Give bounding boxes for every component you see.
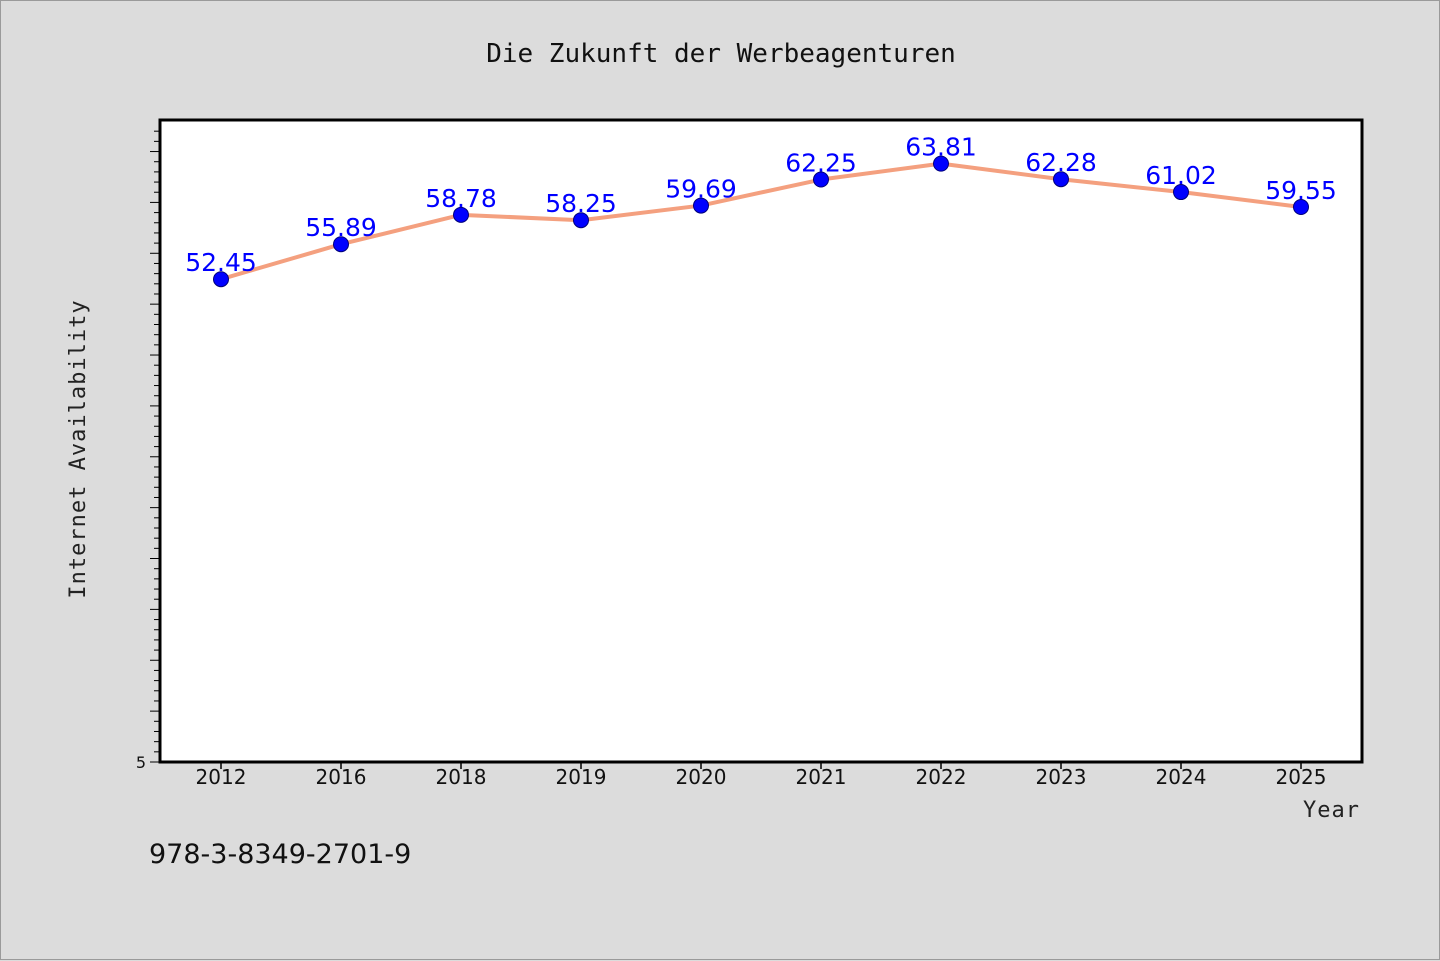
x-tick-label: 2020 xyxy=(676,765,727,789)
x-tick-label: 2021 xyxy=(796,765,847,789)
data-point xyxy=(813,171,829,188)
x-tick-label: 2024 xyxy=(1156,765,1207,789)
plot-area xyxy=(158,118,1364,764)
data-point xyxy=(1053,171,1069,188)
x-axis-label: Year xyxy=(1303,798,1360,823)
data-point xyxy=(1293,198,1309,215)
data-point xyxy=(453,206,469,223)
data-point xyxy=(693,197,709,214)
data-point xyxy=(573,212,589,229)
x-tick-label: 2025 xyxy=(1276,765,1327,789)
data-label: 55.89 xyxy=(305,213,377,242)
x-tick-label: 2022 xyxy=(916,765,967,789)
x-axis-ticks: 2012 2016 2018 2019 2020 2021 2022 2023 2024 2025 xyxy=(196,762,1327,789)
data-label: 58.78 xyxy=(425,184,497,213)
x-tick-label: 2023 xyxy=(1036,765,1087,789)
data-point xyxy=(213,271,229,288)
y-axis-ticks: 5 xyxy=(136,130,160,772)
data-label: 62.25 xyxy=(785,149,857,178)
x-tick-label: 2019 xyxy=(556,765,607,789)
data-label: 58.25 xyxy=(545,189,617,218)
data-point xyxy=(1173,184,1189,201)
data-label: 59.55 xyxy=(1265,176,1337,205)
chart-title: Die Zukunft der Werbeagenturen xyxy=(486,39,956,69)
data-point xyxy=(333,236,349,253)
data-markers xyxy=(213,155,1309,288)
data-label: 59.69 xyxy=(665,175,737,204)
data-label: 61.02 xyxy=(1145,161,1217,190)
y-tick-label: 5 xyxy=(136,753,146,772)
series-line xyxy=(220,161,1302,282)
data-point xyxy=(933,155,949,172)
x-tick-label: 2018 xyxy=(436,765,487,789)
y-axis-label: Internet Availability xyxy=(66,299,91,598)
data-label: 52.45 xyxy=(185,248,257,277)
x-tick-label: 2012 xyxy=(196,765,247,789)
x-tick-label: 2016 xyxy=(316,765,367,789)
data-label: 63.81 xyxy=(905,133,977,162)
data-label: 62.28 xyxy=(1025,148,1097,177)
footnote-isbn: 978-3-8349-2701-9 xyxy=(149,839,411,870)
data-labels: 52.45 55.89 58.78 58.25 59.69 62.25 63.81 62.28… xyxy=(185,133,1337,278)
